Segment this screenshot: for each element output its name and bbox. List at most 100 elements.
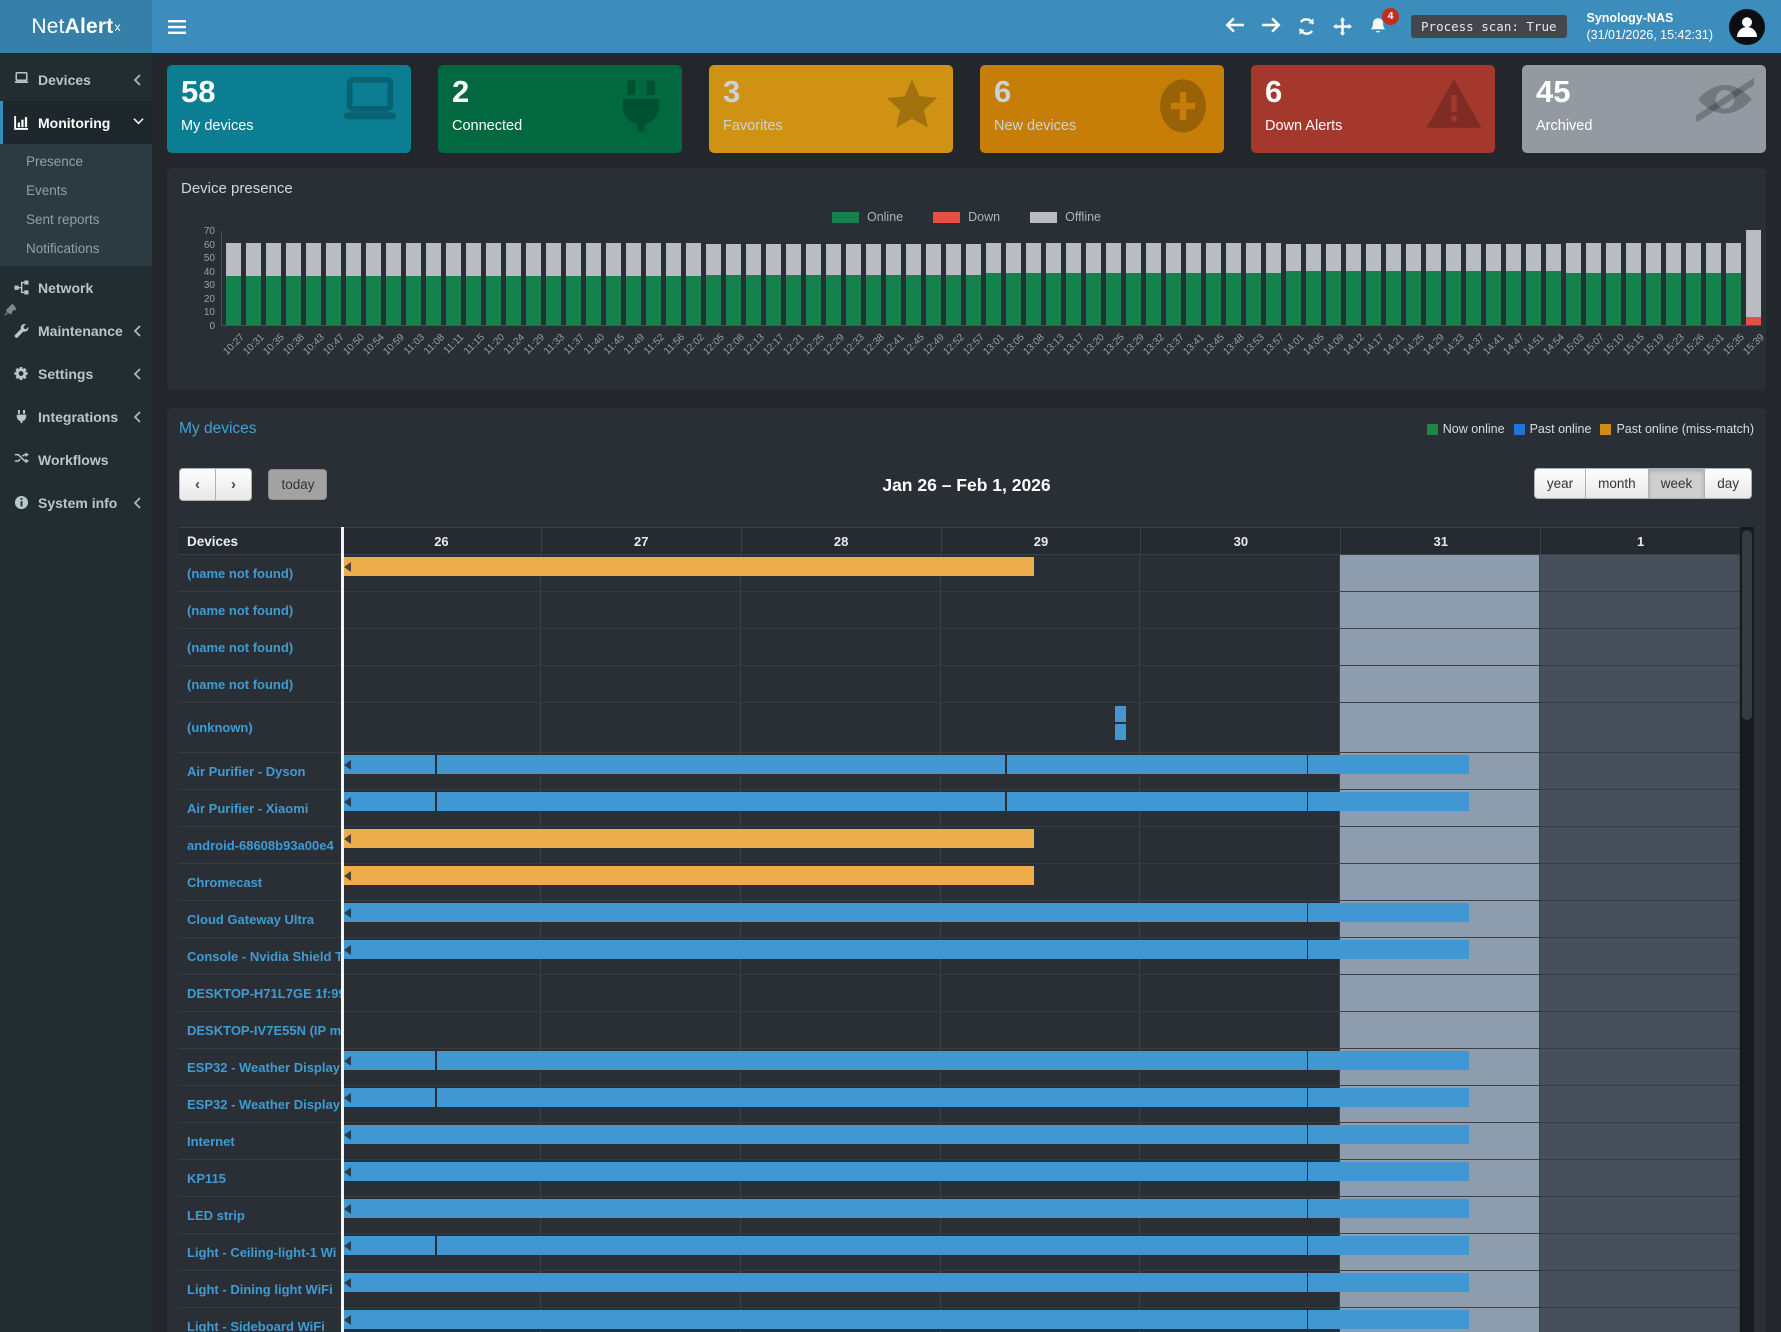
sidebar-item-devices[interactable]: Devices (0, 58, 152, 101)
user-avatar[interactable] (1729, 8, 1765, 45)
presence-event-online[interactable] (1308, 1125, 1469, 1144)
presence-bar (806, 244, 821, 325)
presence-event-online[interactable] (1308, 1273, 1469, 1292)
bar-segment-online (906, 275, 921, 325)
device-name-link[interactable]: Air Purifier - Dyson (179, 753, 341, 790)
device-name-link[interactable]: (name not found) (179, 629, 341, 666)
presence-event-online[interactable] (1115, 706, 1126, 722)
device-name-link[interactable]: Internet (179, 1123, 341, 1160)
view-button-month[interactable]: month (1585, 468, 1649, 499)
presence-event-online[interactable] (436, 755, 1005, 774)
presence-event-online[interactable] (1308, 1310, 1469, 1329)
presence-event-online[interactable] (436, 792, 1005, 811)
device-name-link[interactable]: DESKTOP-H71L7GE 1f:99 (179, 975, 341, 1012)
summary-card-down-alerts[interactable]: 6 Down Alerts (1251, 65, 1495, 153)
presence-event-online[interactable] (1115, 724, 1126, 740)
submenu-item-events[interactable]: Events (26, 183, 68, 198)
device-name-link[interactable]: DESKTOP-IV7E55N (IP m (179, 1012, 341, 1049)
presence-event-online[interactable] (341, 755, 436, 774)
submenu-item-sent-reports[interactable]: Sent reports (26, 212, 100, 227)
legend-item-down[interactable]: Down (933, 210, 1000, 224)
presence-bar (726, 244, 741, 325)
presence-event-online[interactable] (1308, 792, 1469, 811)
device-name-link[interactable]: Light - Dining light WiFi (179, 1271, 341, 1308)
device-name-link[interactable]: Console - Nvidia Shield T (179, 938, 341, 975)
presence-event-missmatch[interactable] (341, 557, 1034, 576)
presence-event-online[interactable] (1308, 1051, 1469, 1070)
presence-bar (1346, 244, 1361, 325)
legend-item-offline[interactable]: Offline (1030, 210, 1101, 224)
submenu-item-presence[interactable]: Presence (26, 154, 84, 169)
sidebar-toggle-button[interactable] (152, 0, 202, 53)
device-name-link[interactable]: Air Purifier - Xiaomi (179, 790, 341, 827)
view-button-week[interactable]: week (1647, 468, 1706, 499)
presence-event-online[interactable] (1308, 1199, 1469, 1218)
view-button-day[interactable]: day (1704, 468, 1752, 499)
presence-event-online[interactable] (436, 1236, 1307, 1255)
presence-event-online[interactable] (341, 903, 1307, 922)
view-button-year[interactable]: year (1533, 468, 1587, 499)
presence-event-online[interactable] (341, 1088, 436, 1107)
sidebar-item-workflows[interactable]: Workflows (0, 438, 152, 481)
refresh-button[interactable] (1297, 17, 1317, 37)
presence-event-online[interactable] (341, 1273, 1307, 1292)
presence-event-online[interactable] (1308, 940, 1469, 959)
device-name-link[interactable]: LED strip (179, 1197, 341, 1234)
sidebar-item-monitoring[interactable]: Monitoring (0, 101, 152, 144)
device-name-link[interactable]: Light - Sideboard WiFi (179, 1308, 341, 1332)
presence-event-online[interactable] (1006, 755, 1307, 774)
presence-bar (226, 243, 241, 325)
presence-event-online[interactable] (341, 792, 436, 811)
summary-card-archived[interactable]: 45 Archived (1522, 65, 1766, 153)
presence-event-online[interactable] (341, 1236, 436, 1255)
device-name-link[interactable]: Light - Ceiling-light-1 Wi (179, 1234, 341, 1271)
move-button[interactable] (1333, 16, 1353, 37)
device-name-link[interactable]: Cloud Gateway Ultra (179, 901, 341, 938)
prev-button[interactable]: ‹ (179, 468, 216, 501)
presence-event-online[interactable] (341, 1310, 1307, 1329)
presence-event-online[interactable] (1006, 792, 1307, 811)
sidebar-item-settings[interactable]: Settings (0, 352, 152, 395)
presence-event-online[interactable] (436, 1051, 1307, 1070)
notifications-bell-button[interactable]: 4 (1369, 7, 1400, 37)
summary-card-new-devices[interactable]: 6 New devices (980, 65, 1224, 153)
sidebar-item-system-info[interactable]: System info (0, 481, 152, 524)
my-devices-link[interactable]: My devices (179, 420, 257, 437)
device-name-link[interactable]: (name not found) (179, 666, 341, 703)
presence-event-online[interactable] (341, 1162, 1307, 1181)
device-name-link[interactable]: ESP32 - Weather Display (179, 1086, 341, 1123)
presence-event-online[interactable] (341, 1125, 1307, 1144)
forward-button[interactable] (1261, 16, 1281, 37)
summary-card-connected[interactable]: 2 Connected (438, 65, 682, 153)
app-logo[interactable]: Net Alert x (0, 0, 152, 53)
summary-card-favorites[interactable]: 3 Favorites (709, 65, 953, 153)
presence-event-online[interactable] (1308, 1236, 1469, 1255)
presence-event-online[interactable] (1308, 1088, 1469, 1107)
sidebar-item-maintenance[interactable]: Maintenance (0, 309, 152, 352)
device-name-link[interactable]: KP115 (179, 1160, 341, 1197)
presence-event-online[interactable] (341, 1199, 1307, 1218)
sidebar-item-network[interactable]: Network (0, 266, 152, 309)
device-name-link[interactable]: (name not found) (179, 555, 341, 592)
presence-event-online[interactable] (341, 940, 1307, 959)
sidebar-item-integrations[interactable]: Integrations (0, 395, 152, 438)
summary-card-my-devices[interactable]: 58 My devices (167, 65, 411, 153)
presence-event-online[interactable] (341, 1051, 436, 1070)
submenu-item-notifications[interactable]: Notifications (26, 241, 100, 256)
device-name-link[interactable]: (name not found) (179, 592, 341, 629)
legend-item-online[interactable]: Online (831, 210, 903, 224)
presence-event-online[interactable] (1308, 1162, 1469, 1181)
calendar-scrollbar[interactable] (1740, 527, 1754, 1332)
back-button[interactable] (1225, 16, 1245, 37)
next-button[interactable]: › (215, 468, 252, 501)
presence-event-missmatch[interactable] (341, 829, 1034, 848)
presence-event-online[interactable] (436, 1088, 1307, 1107)
presence-event-online[interactable] (1308, 755, 1469, 774)
device-name-link[interactable]: ESP32 - Weather Display (179, 1049, 341, 1086)
presence-event-online[interactable] (1308, 903, 1469, 922)
device-name-link[interactable]: android-68608b93a00e4 (179, 827, 341, 864)
device-name-link[interactable]: Chromecast (179, 864, 341, 901)
device-name-link[interactable]: (unknown) (179, 703, 341, 753)
today-button[interactable]: today (268, 469, 328, 500)
presence-event-missmatch[interactable] (341, 866, 1034, 885)
